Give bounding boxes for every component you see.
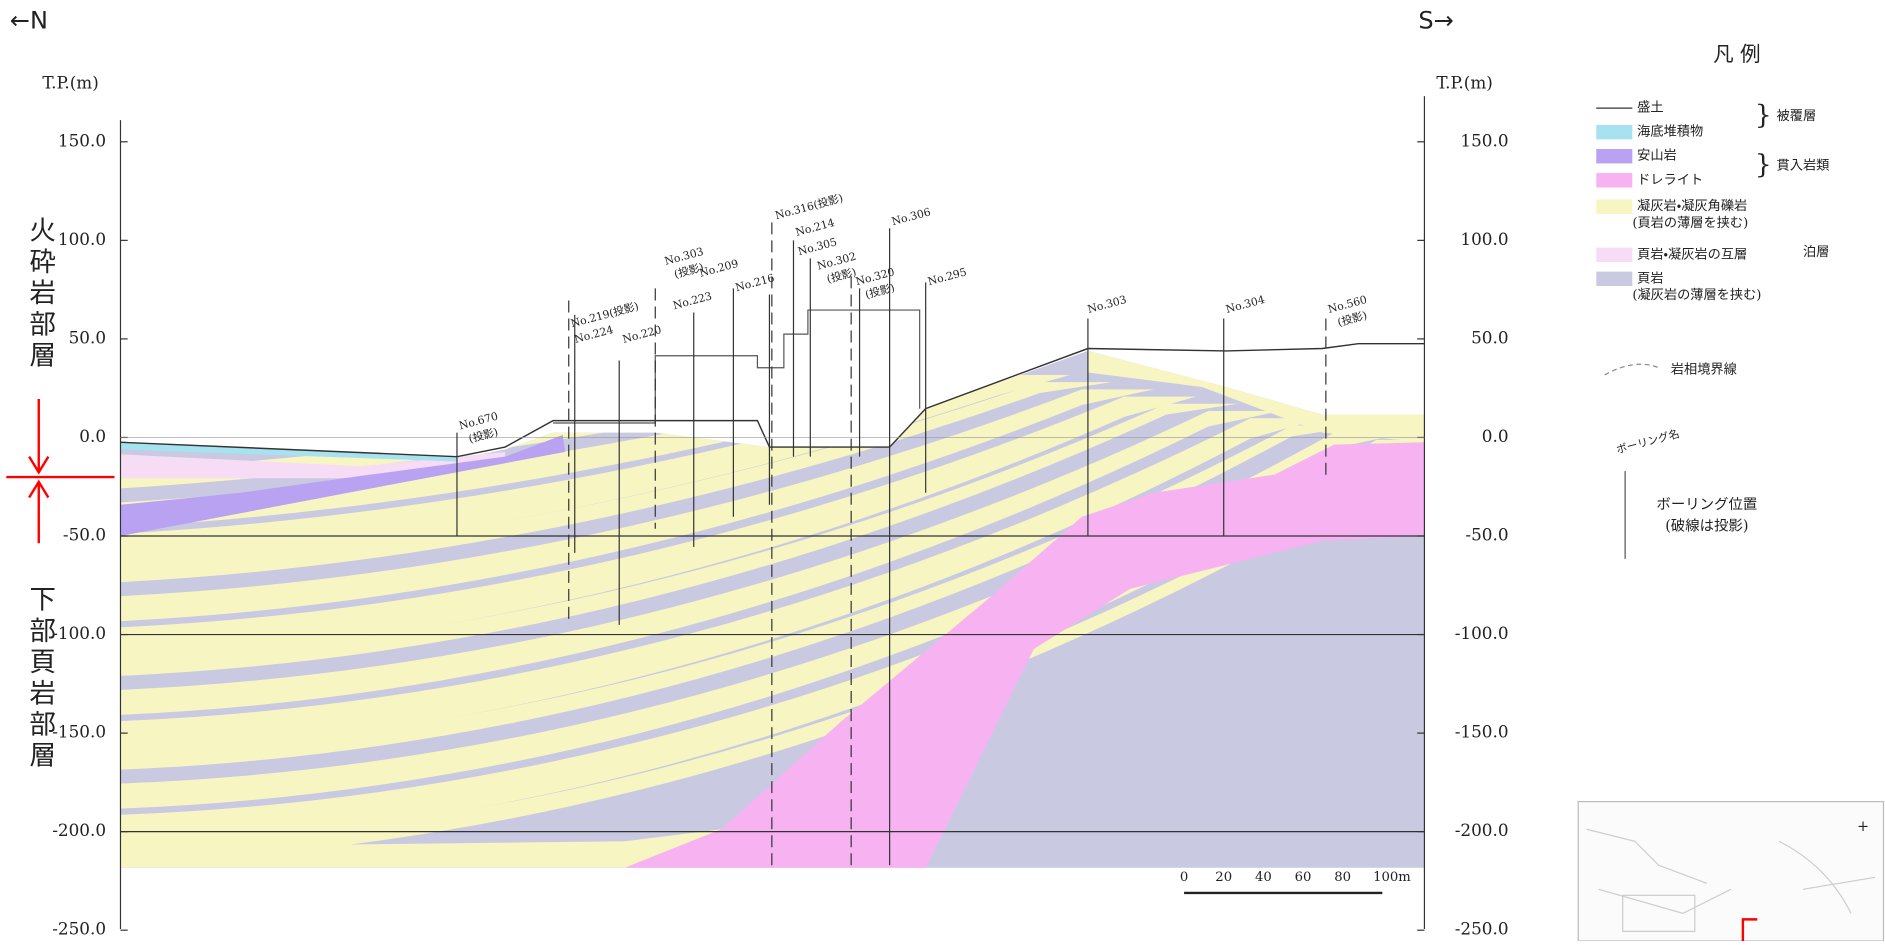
borehole-label: No.223 bbox=[671, 289, 713, 312]
legend-label: 頁岩 bbox=[1637, 270, 1663, 286]
brace: } bbox=[1755, 100, 1772, 131]
boundary-marker bbox=[6, 398, 115, 544]
y2-tick-label: -200.0 bbox=[1455, 820, 1509, 840]
y-tick-label: -200.0 bbox=[52, 820, 106, 840]
legend-label: ドレライト bbox=[1637, 173, 1703, 188]
scale-label: 80 bbox=[1334, 870, 1351, 885]
inset-map: + bbox=[1577, 800, 1885, 942]
borehole-label: No.316(投影) bbox=[773, 191, 844, 223]
legend-label: 海底堆積物 bbox=[1637, 124, 1703, 140]
map-north: + bbox=[1857, 819, 1869, 835]
boundary-sample bbox=[1604, 363, 1659, 376]
y-tick-label: 0.0 bbox=[79, 426, 106, 446]
legend-sub: (凝灰岩の薄層を挟む) bbox=[1632, 287, 1761, 303]
y-tick-label: -150.0 bbox=[52, 722, 106, 742]
borehole-label: No.220 bbox=[621, 323, 663, 346]
y2-tick-label: 150.0 bbox=[1460, 130, 1508, 150]
legend-label: 安山岩 bbox=[1637, 148, 1677, 164]
surface bbox=[120, 342, 1425, 458]
upper-member: 火砕岩部層 bbox=[24, 216, 55, 372]
legend-label: 盛土 bbox=[1637, 100, 1663, 116]
lower-member: 下部頁岩部層 bbox=[24, 585, 55, 772]
y2-tick-label: 50.0 bbox=[1471, 327, 1508, 347]
dolerite bbox=[625, 442, 1425, 868]
borehole-position: ボーリング位置 bbox=[1656, 496, 1757, 513]
scale-bar: 0 20 40 60 80 100m bbox=[1180, 870, 1411, 895]
y2-tick-label: -250.0 bbox=[1455, 919, 1509, 939]
y-tick-label: -50.0 bbox=[63, 524, 106, 544]
tuff-band bbox=[120, 389, 1155, 622]
group: 被覆層 bbox=[1777, 108, 1817, 124]
north-label: ←N bbox=[10, 7, 48, 35]
group: 貫入岩類 bbox=[1777, 157, 1830, 173]
borehole-label: No.303 bbox=[1086, 293, 1128, 316]
scale-label: 20 bbox=[1215, 870, 1232, 885]
scale-label: 0 bbox=[1180, 870, 1188, 885]
tuff-band bbox=[120, 382, 1112, 583]
legend-swatch bbox=[1596, 247, 1633, 262]
y-tick-label: 100.0 bbox=[58, 229, 106, 249]
geology bbox=[120, 309, 1425, 868]
borehole-note: (破線は投影) bbox=[1665, 517, 1748, 534]
legend-swatch bbox=[1596, 173, 1633, 188]
legend: 凡 例 } } 被覆層 貫入岩類 泊層 岩相境界線 ボーリング名 ボーリング位置… bbox=[1596, 42, 1829, 559]
legend-swatch bbox=[1596, 149, 1633, 164]
legend-label: 頁岩・凝灰岩の互層 bbox=[1637, 246, 1747, 262]
borehole-label: No.216 bbox=[734, 271, 776, 294]
map-frame bbox=[1577, 800, 1885, 942]
scale-label: 40 bbox=[1255, 870, 1272, 885]
legend-label: 凝灰岩・凝灰角礫岩 bbox=[1637, 198, 1747, 214]
scale-label: 100m bbox=[1373, 870, 1411, 885]
sea-sediment bbox=[120, 442, 457, 462]
brace: } bbox=[1755, 149, 1772, 180]
andesite bbox=[120, 435, 566, 536]
tuff-band bbox=[120, 829, 722, 868]
legend-title: 凡 例 bbox=[1713, 42, 1760, 66]
right-unit: T.P.(m) bbox=[1436, 73, 1492, 93]
south-label: S→ bbox=[1418, 7, 1453, 35]
tuff-band bbox=[120, 411, 1281, 715]
borehole-label: No.304 bbox=[1224, 293, 1266, 316]
y2-tick-label: -100.0 bbox=[1455, 623, 1509, 643]
tuff-band bbox=[120, 418, 1323, 754]
legend-swatch bbox=[1596, 124, 1633, 140]
borehole-name: ボーリング名 bbox=[1615, 426, 1681, 456]
borehole-label: No.295 bbox=[926, 265, 968, 288]
tuff-band bbox=[120, 403, 1239, 676]
y-tick-label: 50.0 bbox=[69, 327, 106, 347]
y2-tick-label: 0.0 bbox=[1482, 426, 1509, 446]
left-unit: T.P.(m) bbox=[42, 73, 98, 93]
borehole-label: No.209 bbox=[698, 257, 740, 280]
legend-swatch bbox=[1596, 199, 1633, 214]
group: 泊層 bbox=[1803, 244, 1829, 260]
tuff-band bbox=[120, 425, 1365, 770]
tuff-band bbox=[120, 432, 1407, 809]
borehole-label: No.306 bbox=[890, 205, 932, 228]
y2-tick-label: -150.0 bbox=[1455, 722, 1509, 742]
y2-tick-label: 100.0 bbox=[1460, 229, 1508, 249]
y2-tick-label: -50.0 bbox=[1465, 524, 1508, 544]
y-tick-label: 150.0 bbox=[58, 130, 106, 150]
legend-sub: (頁岩の薄層を挟む) bbox=[1632, 215, 1748, 231]
structure bbox=[553, 309, 921, 424]
boundary-label: 岩相境界線 bbox=[1671, 362, 1737, 378]
y-tick-label: -100.0 bbox=[52, 623, 106, 643]
legend-swatch bbox=[1596, 271, 1633, 287]
scale-label: 60 bbox=[1295, 870, 1312, 885]
tuff-band bbox=[1087, 350, 1425, 443]
y-tick-label: -250.0 bbox=[52, 919, 106, 939]
